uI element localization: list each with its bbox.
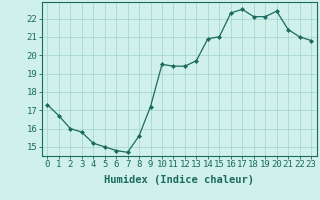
X-axis label: Humidex (Indice chaleur): Humidex (Indice chaleur) xyxy=(104,175,254,185)
